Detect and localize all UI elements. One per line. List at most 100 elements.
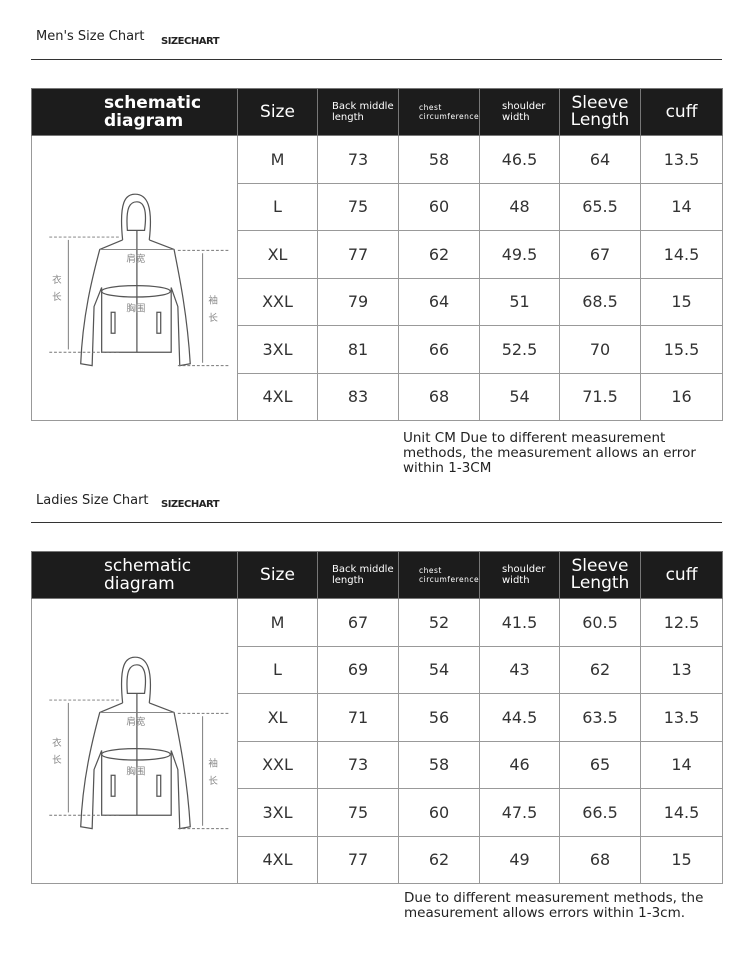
- ladies-note: Due to different measurement methods, th…: [404, 890, 704, 921]
- table-cell: 60: [398, 788, 480, 837]
- table-cell: 65: [559, 740, 641, 789]
- header-sleeve: Sleeve Length: [559, 551, 641, 599]
- table-cell: 77: [317, 835, 399, 884]
- header-back-length: Back middle length: [317, 551, 399, 599]
- ladies-title: Ladies Size Chart: [36, 493, 149, 508]
- table-cell: 52: [398, 598, 480, 647]
- table-cell: 46: [479, 740, 560, 789]
- table-cell: 44.5: [479, 693, 560, 742]
- table-cell: 54: [479, 372, 560, 421]
- header-back-length: Back middle length: [317, 88, 399, 136]
- table-cell: 66: [398, 325, 480, 374]
- table-cell: 56: [398, 693, 480, 742]
- table-cell: 12.5: [640, 598, 723, 647]
- table-cell: 4XL: [237, 372, 318, 421]
- header-sleeve: Sleeve Length: [559, 88, 641, 136]
- table-cell: 47.5: [479, 788, 560, 837]
- ladies-subtitle: SIZECHART: [161, 499, 220, 510]
- table-cell: 73: [317, 135, 399, 184]
- table-cell: 60: [398, 182, 480, 231]
- table-cell: 68.5: [559, 277, 641, 326]
- jacket-diagram-icon: 肩宽 胸围 衣长 袖长: [48, 193, 230, 367]
- table-cell: 65.5: [559, 182, 641, 231]
- divider: [31, 522, 722, 523]
- table-cell: 46.5: [479, 135, 560, 184]
- table-cell: 75: [317, 182, 399, 231]
- men-note: Unit CM Due to different measurement met…: [403, 430, 696, 476]
- table-cell: 3XL: [237, 788, 318, 837]
- jacket-diagram-icon: 肩宽 胸围 衣长 袖长: [48, 656, 230, 830]
- svg-text:肩宽: 肩宽: [126, 716, 146, 728]
- svg-text:长: 长: [52, 291, 62, 303]
- table-row: 4XL 77 62 49 68 15: [32, 835, 723, 884]
- table-cell: 62: [398, 230, 480, 279]
- header-cuff: cuff: [640, 88, 723, 136]
- svg-text:衣: 衣: [52, 274, 62, 286]
- table-cell: 15: [640, 835, 723, 884]
- table-cell: 13.5: [640, 693, 723, 742]
- table-row: XXL 79 64 51 68.5 15: [32, 277, 723, 326]
- header-row: schematic diagram Size Back middle lengt…: [31, 88, 723, 136]
- table-cell: XL: [237, 693, 318, 742]
- header-size: Size: [237, 88, 318, 136]
- table-cell: M: [237, 135, 318, 184]
- table-cell: M: [237, 598, 318, 647]
- table-cell: 51: [479, 277, 560, 326]
- svg-text:衣: 衣: [52, 737, 62, 749]
- header-size: Size: [237, 551, 318, 599]
- ladies-size-table: schematic diagram Size Back middle lengt…: [31, 551, 723, 884]
- header-schematic: schematic diagram: [31, 551, 238, 599]
- table-cell: 64: [559, 135, 641, 184]
- header-schematic: schematic diagram: [31, 88, 238, 136]
- table-cell: 58: [398, 135, 480, 184]
- table-row: 3XL 81 66 52.5 70 15.5: [32, 325, 723, 374]
- schematic-diagram: 肩宽 胸围 衣长 袖长: [31, 598, 238, 884]
- table-cell: 62: [559, 645, 641, 694]
- header-chest: chest circumference: [398, 88, 480, 136]
- table-cell: 14: [640, 182, 723, 231]
- table-cell: 73: [317, 740, 399, 789]
- table-cell: 70: [559, 325, 641, 374]
- table-cell: 49: [479, 835, 560, 884]
- table-cell: 14.5: [640, 230, 723, 279]
- svg-text:袖: 袖: [208, 295, 218, 307]
- header-shoulder: shoulder width: [479, 88, 560, 136]
- header-chest: chest circumference: [398, 551, 480, 599]
- svg-text:胸围: 胸围: [126, 302, 145, 314]
- table-cell: 81: [317, 325, 399, 374]
- table-cell: 67: [317, 598, 399, 647]
- table-row: 肩宽 胸围 衣长 袖长 M 73 58 46.5 64 13.5: [31, 135, 723, 421]
- table-cell: L: [237, 645, 318, 694]
- table-cell: 43: [479, 645, 560, 694]
- table-cell: 15: [640, 277, 723, 326]
- table-cell: XXL: [237, 740, 318, 789]
- table-cell: 13: [640, 645, 723, 694]
- table-cell: 48: [479, 182, 560, 231]
- header-shoulder: shoulder width: [479, 551, 560, 599]
- table-cell: 68: [398, 372, 480, 421]
- table-row: 3XL 75 60 47.5 66.5 14.5: [32, 788, 723, 837]
- men-size-table: schematic diagram Size Back middle lengt…: [31, 88, 723, 421]
- svg-text:肩宽: 肩宽: [126, 253, 146, 265]
- table-cell: 75: [317, 788, 399, 837]
- table-row: L 69 54 43 62 13: [32, 645, 723, 694]
- table-cell: 67: [559, 230, 641, 279]
- table-cell: 49.5: [479, 230, 560, 279]
- svg-text:长: 长: [52, 754, 62, 766]
- table-cell: 3XL: [237, 325, 318, 374]
- table-cell: 54: [398, 645, 480, 694]
- table-cell: XXL: [237, 277, 318, 326]
- table-row: L 75 60 48 65.5 14: [32, 182, 723, 231]
- divider: [31, 59, 722, 60]
- svg-text:长: 长: [208, 312, 218, 324]
- table-cell: 77: [317, 230, 399, 279]
- table-cell: 71.5: [559, 372, 641, 421]
- table-row: XXL 73 58 46 65 14: [32, 740, 723, 789]
- table-cell: 64: [398, 277, 480, 326]
- header-row: schematic diagram Size Back middle lengt…: [31, 551, 723, 599]
- table-cell: 58: [398, 740, 480, 789]
- svg-text:长: 长: [208, 775, 218, 787]
- table-cell: 14.5: [640, 788, 723, 837]
- table-row: XL 71 56 44.5 63.5 13.5: [32, 693, 723, 742]
